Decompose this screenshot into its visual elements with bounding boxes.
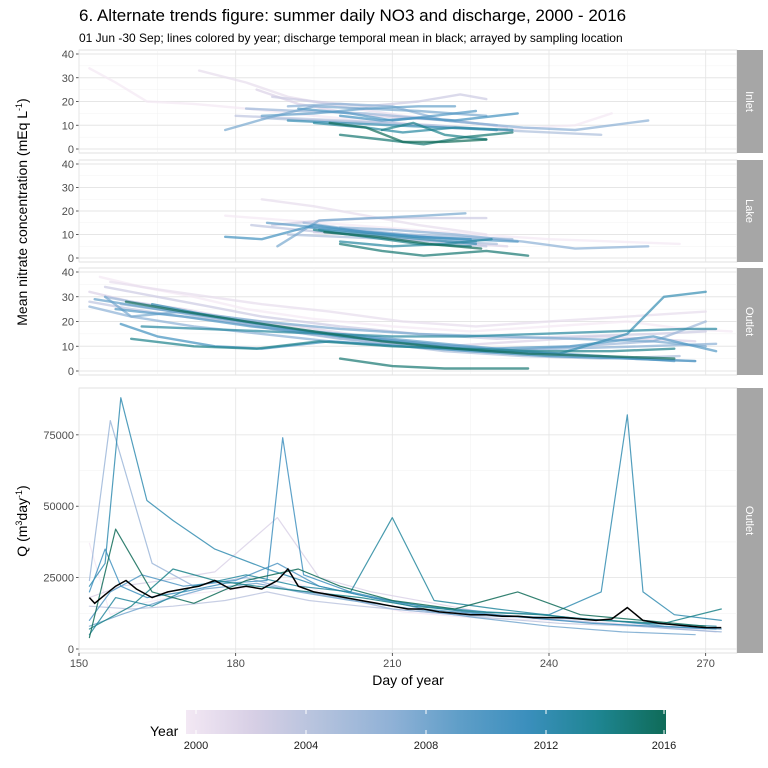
series-line-2003 xyxy=(271,93,488,108)
y-tick-label: 20 xyxy=(62,97,74,109)
series-line-2010 xyxy=(114,307,718,353)
series-line-2004 xyxy=(88,591,707,630)
facet-strip xyxy=(737,268,763,375)
y-tick-label: 40 xyxy=(62,267,74,279)
y-tick-label: 0 xyxy=(68,144,74,156)
y-tick-label: 50000 xyxy=(43,501,74,513)
series-line-2011 xyxy=(224,223,472,241)
series-line-2008 xyxy=(88,582,696,636)
panels: 0 10 20 30 40 Inlet 0 10 20 30 40 Lake 0 10 20 30 40 Outl… xyxy=(43,49,763,670)
y-axis-label-discharge: Q (m3day-1) xyxy=(14,485,30,556)
panel-lake: 0 10 20 30 40 Lake xyxy=(62,159,763,265)
facet-label-lake: Lake xyxy=(743,199,755,223)
x-tick-label: 150 xyxy=(70,658,88,670)
series-line-2003 xyxy=(103,285,707,340)
series-line-2001 xyxy=(109,280,707,328)
y-tick-label: 0 xyxy=(68,644,74,656)
legend-tick-label: 2008 xyxy=(414,740,438,752)
series-line-2000 xyxy=(98,275,733,333)
facet-label-inlet: Inlet xyxy=(743,91,755,112)
legend-tick-label: 2012 xyxy=(534,740,558,752)
series-line-2015 xyxy=(338,242,530,257)
y-tick-label: 30 xyxy=(62,73,74,85)
facet-label-outlet-discharge: Outlet xyxy=(743,506,755,535)
y-tick-label: 40 xyxy=(62,49,74,61)
y-tick-label: 20 xyxy=(62,206,74,218)
panel-inlet: 0 10 20 30 40 Inlet xyxy=(62,49,763,156)
y-tick-label: 10 xyxy=(62,120,74,132)
chart-title: 6. Alternate trends figure: summer daily… xyxy=(79,6,626,25)
x-tick-label: 210 xyxy=(383,658,401,670)
series-line-2011 xyxy=(88,437,717,630)
y-tick-label: 25000 xyxy=(43,573,74,585)
series-line-2009 xyxy=(260,105,457,117)
series-line-2008 xyxy=(224,105,488,132)
legend-tick-label: 2004 xyxy=(294,740,318,752)
y-tick-label: 10 xyxy=(62,230,74,242)
panel-outlet: 0 10 20 30 40 Outlet xyxy=(62,267,763,378)
chart-subtitle: 01 Jun -30 Sep; lines colored by year; d… xyxy=(79,31,623,45)
legend: Year 2000 2004 2008 2012 2016 xyxy=(150,710,676,752)
legend-ticks: 2000 2004 2008 2012 2016 xyxy=(184,710,676,752)
legend-tick-label: 2000 xyxy=(184,740,208,752)
x-tick-label: 180 xyxy=(226,658,244,670)
discharge-mean-line xyxy=(88,567,722,629)
y-tick-label: 0 xyxy=(68,366,74,378)
y-tick-label: 10 xyxy=(62,341,74,353)
series-line-2016 xyxy=(88,528,707,639)
series-line-2012 xyxy=(318,228,478,246)
panel-outlet-discharge: 0 25000 50000 75000 Outlet 150 180 210 240 270 xyxy=(43,387,763,670)
facet-strip xyxy=(737,388,763,653)
y-axis-label-nitrate: Mean nitrate concentration (mEq L-1) xyxy=(14,98,30,325)
y-tick-label: 30 xyxy=(62,183,74,195)
y-tick-label: 75000 xyxy=(43,430,74,442)
series-line-2011 xyxy=(338,112,519,122)
series-line-2016 xyxy=(323,231,483,250)
x-tick-label: 270 xyxy=(696,658,714,670)
series-line-2014 xyxy=(130,337,676,353)
facet-label-outlet: Outlet xyxy=(743,307,755,336)
facet-strip xyxy=(737,160,763,262)
x-tick-label: 240 xyxy=(540,658,558,670)
series-line-2001 xyxy=(260,198,488,236)
series-line-2012 xyxy=(88,397,722,621)
legend-tick-label: 2016 xyxy=(652,740,676,752)
series-line-2013 xyxy=(140,325,718,338)
y-tick-label: 40 xyxy=(62,159,74,171)
series-line-2008 xyxy=(276,212,467,248)
facet-strip xyxy=(737,50,763,153)
series-line-2016 xyxy=(328,121,488,144)
y-tick-label: 30 xyxy=(62,292,74,304)
series-line-2015 xyxy=(338,131,514,146)
legend-title: Year xyxy=(150,723,179,739)
y-tick-label: 20 xyxy=(62,317,74,329)
series-line-2015 xyxy=(338,357,530,370)
x-axis-label: Day of year xyxy=(372,672,444,688)
series-line-2016 xyxy=(124,300,676,360)
y-tick-label: 0 xyxy=(68,253,74,265)
series-line-2007 xyxy=(338,226,650,250)
series-line-2000 xyxy=(224,214,681,246)
